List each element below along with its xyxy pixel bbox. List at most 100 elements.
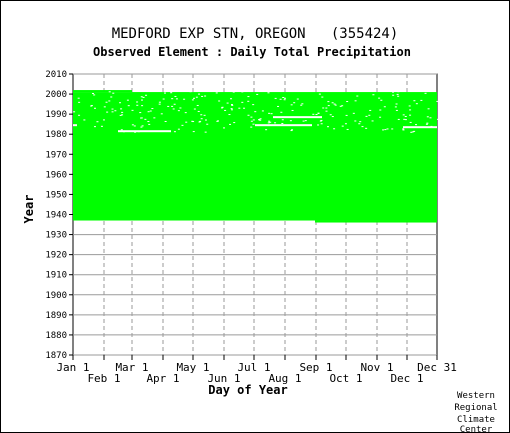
- y-tick-label: 2000: [45, 90, 67, 100]
- missing-data-mark: [368, 114, 371, 116]
- missing-data-mark: [270, 113, 273, 115]
- y-tick-label: 1990: [45, 110, 67, 120]
- missing-data-mark: [184, 112, 187, 114]
- missing-data-mark: [204, 95, 207, 97]
- missing-data-mark: [424, 92, 427, 94]
- missing-data-mark: [193, 97, 196, 99]
- missing-data-mark: [140, 117, 143, 119]
- missing-data-mark: [392, 91, 395, 93]
- missing-data-mark: [396, 93, 399, 95]
- missing-data-mark: [379, 109, 382, 111]
- missing-data-mark: [103, 106, 106, 108]
- missing-data-mark: [111, 108, 114, 110]
- missing-data-mark: [259, 119, 262, 121]
- missing-data-mark: [198, 121, 201, 123]
- missing-data-mark: [327, 105, 330, 107]
- missing-data-mark: [283, 99, 286, 101]
- missing-data-mark: [318, 93, 321, 95]
- missing-data-mark: [339, 105, 342, 107]
- y-tick-label: 1950: [45, 190, 67, 200]
- missing-data-mark: [346, 101, 349, 103]
- missing-data-mark: [197, 110, 200, 112]
- missing-data-mark: [293, 102, 296, 104]
- missing-data-mark: [415, 103, 418, 105]
- y-tick-label: 1970: [45, 150, 67, 160]
- data-layer: [73, 90, 439, 223]
- missing-data-mark: [250, 126, 253, 128]
- missing-data-mark: [289, 120, 292, 122]
- x-tick-label: Sep 1: [299, 361, 332, 374]
- missing-data-mark: [179, 107, 182, 109]
- missing-data-gap: [255, 124, 312, 127]
- missing-data-mark: [158, 101, 161, 103]
- missing-data-mark: [247, 96, 250, 98]
- missing-data-mark: [121, 114, 124, 116]
- missing-data-mark: [280, 111, 283, 113]
- missing-data-mark: [413, 130, 416, 132]
- missing-data-mark: [356, 95, 359, 97]
- missing-data-mark: [229, 123, 232, 125]
- missing-data-mark: [395, 109, 398, 111]
- missing-data-mark: [140, 96, 143, 98]
- missing-data-mark: [252, 119, 255, 121]
- missing-data-mark: [281, 119, 284, 121]
- missing-data-mark: [230, 109, 233, 111]
- missing-data-mark: [258, 119, 261, 121]
- missing-data-mark: [409, 121, 412, 123]
- missing-data-mark: [221, 106, 224, 108]
- credit-block: Western Regional Climate Center: [454, 391, 497, 433]
- axis-layer: 2010 2000 1990 1980 1970 1960 1950 1940 1930 1920…: [45, 70, 457, 385]
- missing-data-mark: [148, 123, 151, 125]
- missing-data-mark: [108, 91, 111, 93]
- missing-data-mark: [238, 107, 241, 109]
- missing-data-mark: [195, 96, 198, 98]
- missing-data-mark: [268, 120, 271, 122]
- data-coverage-segment: [315, 220, 437, 223]
- missing-data-mark: [217, 120, 220, 122]
- x-tick-label: May 1: [176, 361, 209, 374]
- missing-data-mark: [145, 94, 148, 96]
- missing-data-mark: [265, 129, 268, 131]
- missing-data-mark: [392, 94, 395, 96]
- missing-data-mark: [204, 131, 207, 133]
- y-tick-label: 1920: [45, 251, 67, 261]
- missing-data-mark: [252, 104, 255, 106]
- missing-data-mark: [279, 98, 282, 100]
- missing-data-mark: [402, 114, 405, 116]
- y-axis-label: Year: [22, 195, 36, 224]
- missing-data-mark: [256, 93, 259, 95]
- missing-data-mark: [151, 108, 154, 110]
- missing-data-mark: [402, 129, 405, 131]
- missing-data-mark: [126, 99, 129, 101]
- missing-data-mark: [291, 129, 294, 131]
- missing-data-mark: [160, 113, 163, 115]
- x-tick-label: Dec 31: [417, 361, 457, 374]
- missing-data-mark: [379, 116, 382, 118]
- credit-line: Center: [460, 425, 493, 433]
- missing-data-mark: [252, 123, 255, 125]
- missing-data-mark: [412, 90, 415, 92]
- missing-data-mark: [384, 129, 387, 131]
- missing-data-mark: [302, 120, 305, 122]
- missing-data-mark: [269, 121, 272, 123]
- missing-data-mark: [243, 107, 246, 109]
- missing-data-mark: [341, 105, 344, 107]
- missing-data-mark: [119, 102, 122, 104]
- missing-data-mark: [131, 124, 134, 126]
- missing-data-mark: [183, 98, 186, 100]
- missing-data-mark: [91, 93, 94, 95]
- missing-data-mark: [147, 111, 150, 113]
- missing-data-mark: [147, 121, 150, 123]
- missing-data-mark: [228, 114, 231, 116]
- missing-data-mark: [131, 109, 134, 111]
- missing-data-mark: [83, 119, 86, 121]
- missing-data-mark: [312, 113, 315, 115]
- missing-data-mark: [371, 120, 374, 122]
- missing-data-mark: [250, 120, 253, 122]
- missing-data-mark: [177, 128, 180, 130]
- missing-data-mark: [192, 121, 195, 123]
- missing-data-mark: [100, 125, 103, 127]
- missing-data-mark: [220, 107, 223, 109]
- missing-data-mark: [263, 90, 266, 92]
- missing-data-mark: [204, 119, 207, 121]
